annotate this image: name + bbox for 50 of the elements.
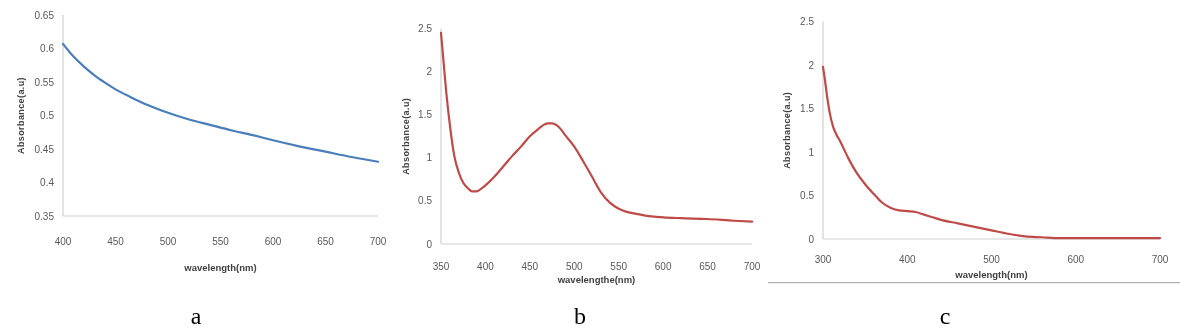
y-tick-label: 1.5 (800, 103, 815, 115)
x-tick-label: 700 (1151, 253, 1169, 265)
y-tick-label: 1.5 (418, 109, 433, 121)
y-tick-label: 1 (426, 152, 433, 164)
y-tick-label: 0.5 (800, 190, 815, 202)
text: a (190, 303, 202, 329)
line-series (61, 42, 380, 163)
y-axis-title: Absorbance(a.u) (16, 76, 27, 155)
x-tick-label: 500 (159, 235, 177, 247)
y-tick-label: 0 (426, 238, 433, 250)
x-tick-label: 600 (264, 235, 282, 247)
y-tick-label: 2.5 (800, 16, 815, 28)
x-tick-label: 700 (743, 260, 761, 272)
x-tick-label: 500 (983, 253, 1001, 265)
y-tick-label: 0.65 (34, 9, 55, 21)
y-axis-title: Absorbance(a.u) (782, 91, 793, 169)
x-tick-label: 400 (477, 260, 495, 272)
y-tick-label: 1 (808, 146, 815, 158)
x-tick-label: 350 (432, 260, 450, 272)
y-tick-label: 0.5 (418, 195, 433, 207)
x-tick-label: 600 (1067, 253, 1085, 265)
x-tick-label: 650 (699, 260, 717, 272)
x-tick-label: 550 (610, 260, 628, 272)
x-tick-label: 650 (317, 235, 335, 247)
x-tick-label: 450 (521, 260, 539, 272)
y-tick-label: 0.45 (34, 143, 55, 155)
text: b (574, 303, 586, 329)
x-tick-label: 600 (654, 260, 672, 272)
y-tick-label: 0.6 (40, 43, 55, 54)
x-tick-label: 450 (107, 235, 125, 247)
x-axis-title: wavelength(nm) (183, 262, 257, 274)
x-tick-label: 500 (565, 260, 584, 272)
x-tick-label: 550 (212, 235, 230, 247)
y-tick-label: 0.4 (40, 177, 55, 188)
y-tick-label: 0 (808, 233, 815, 245)
y-tick-label: 0.5 (40, 110, 55, 121)
x-tick-label: 400 (54, 235, 72, 247)
y-axis-title: Absorbance(a.u) (401, 97, 412, 175)
y-tick-label: 0.35 (34, 210, 55, 222)
y-tick-label: 0.55 (34, 76, 55, 88)
text: c (939, 303, 951, 329)
y-tick-label: 2.5 (418, 23, 433, 35)
x-tick-label: 300 (814, 253, 832, 265)
x-axis-title: wavelength(nm) (954, 269, 1028, 281)
x-tick-label: 400 (898, 253, 917, 265)
y-tick-label: 2 (808, 59, 815, 71)
x-tick-label: 700 (369, 235, 387, 247)
y-tick-label: 2 (426, 66, 433, 78)
line-series (439, 31, 754, 223)
x-axis-title: wavelengthe(nm) (556, 274, 636, 286)
